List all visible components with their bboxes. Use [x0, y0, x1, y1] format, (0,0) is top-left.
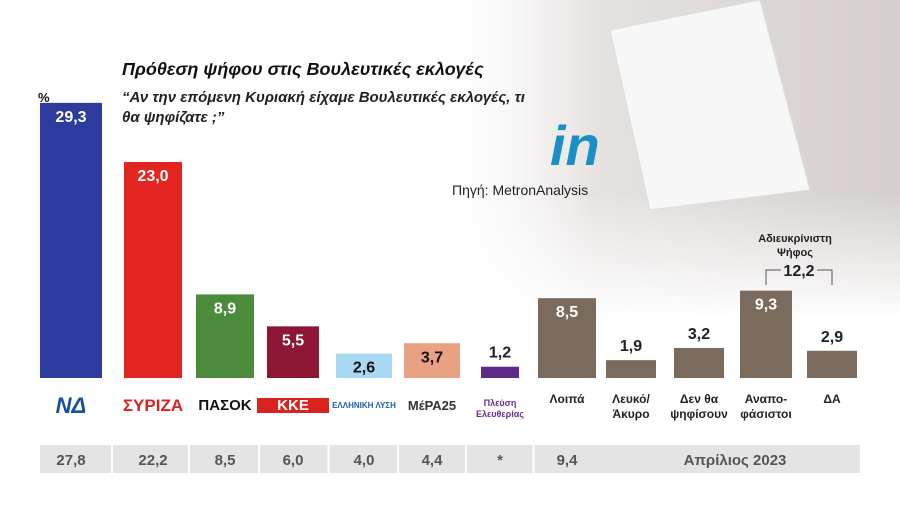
value-label: 5,5: [282, 332, 304, 349]
previous-value: 4,0: [354, 452, 375, 469]
value-label: 8,5: [556, 304, 578, 321]
bar: [674, 347, 724, 378]
previous-row: [40, 445, 860, 473]
category-label: Λοιπά: [549, 392, 585, 406]
brand-logo: in: [550, 114, 600, 177]
previous-value: 27,8: [56, 452, 85, 469]
bar: [267, 326, 319, 378]
value-label: 3,7: [421, 349, 443, 366]
bar: [538, 298, 596, 378]
previous-value: 8,5: [215, 452, 236, 469]
unit-label: %: [38, 90, 50, 105]
bar: [404, 343, 460, 378]
previous-value: 4,4: [422, 452, 444, 469]
value-label: 2,9: [821, 329, 843, 346]
value-label: 2,6: [353, 360, 375, 377]
bar: [196, 294, 254, 378]
value-label: 29,3: [55, 109, 86, 126]
previous-value: *: [497, 452, 503, 469]
bar: [40, 102, 102, 379]
chart-title: Πρόθεση ψήφου στις Βουλευτικές εκλογές: [122, 59, 484, 79]
value-label: 8,9: [214, 300, 236, 317]
party-logo: ΠΑΣΟΚ: [198, 397, 252, 414]
previous-value: 6,0: [283, 452, 304, 469]
category-label: ΔΑ: [823, 392, 841, 406]
ballot: [609, 0, 811, 211]
party-logo: Πλεύση Ελευθερίας: [476, 398, 524, 419]
bar: [481, 366, 519, 378]
category-label: Λευκό/ Άκυρο: [612, 392, 650, 421]
group-value: 12,2: [783, 263, 814, 280]
chart-subtitle: “Αν την επόμενη Κυριακή είχαμε Βουλευτικ…: [122, 89, 525, 126]
party-logo: ΣΥΡΙΖΑ: [122, 396, 184, 415]
bar: [336, 353, 392, 378]
value-label: 3,2: [688, 326, 710, 343]
value-label: 23,0: [137, 168, 168, 185]
value-label: 1,2: [489, 345, 511, 362]
group-bracket: [765, 269, 833, 285]
bar: [807, 350, 857, 378]
source: Πηγή: MetronAnalysis: [452, 182, 588, 198]
category-label: Αναπο- φάσιστοι: [740, 392, 792, 421]
period: Απρίλιος 2023: [684, 452, 787, 469]
previous-value: 9,4: [557, 452, 579, 469]
party-logo: ΚΚΕ: [257, 398, 329, 413]
previous-value: 22,2: [138, 452, 167, 469]
party-logo: ΜέΡΑ25: [407, 398, 457, 413]
bar: [740, 290, 792, 378]
party-logo: ΕΛΛΗΝΙΚΗ ΛΥΣΗ: [332, 401, 396, 410]
group-label: Αδιευκρίνιστη Ψήφος: [758, 233, 832, 259]
value-label: 1,9: [620, 338, 642, 355]
category-label: Δεν θα ψηφίσουν: [670, 392, 728, 421]
party-logo: ΝΔ: [55, 393, 87, 418]
bar: [606, 360, 656, 378]
value-label: 9,3: [755, 297, 777, 314]
bar: [124, 162, 182, 378]
